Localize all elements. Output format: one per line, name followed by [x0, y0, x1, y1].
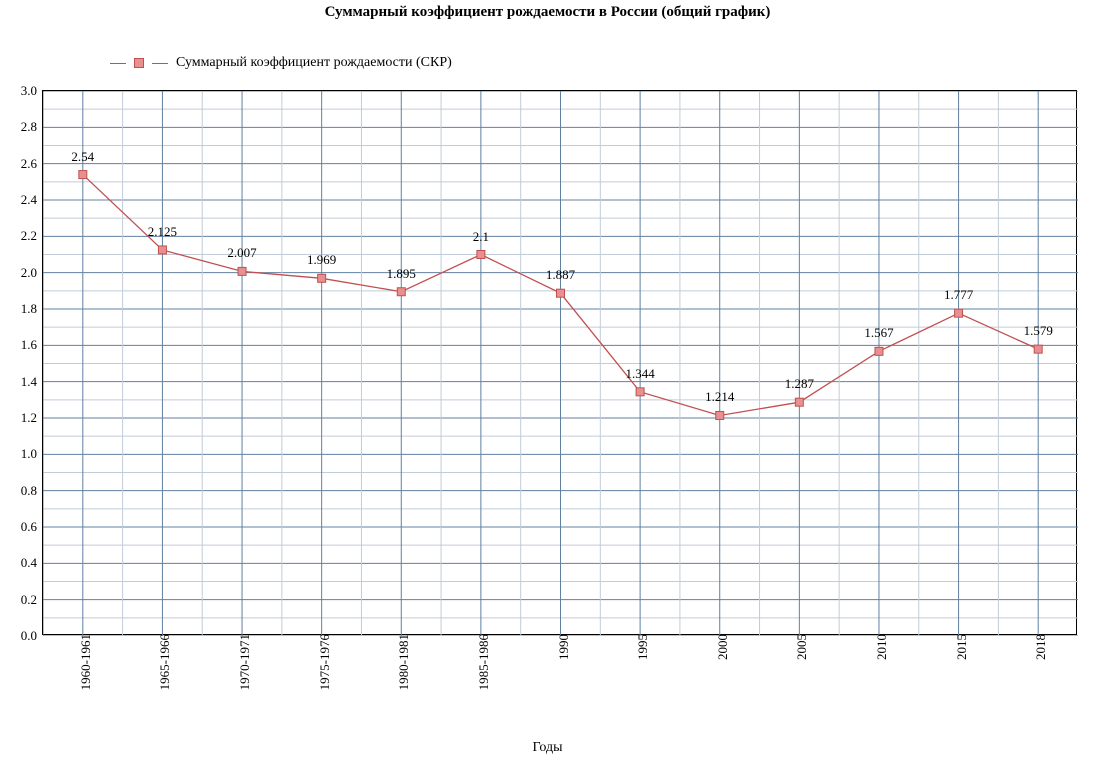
x-tick-label: 2000 [709, 634, 731, 660]
y-tick-label: 3.0 [21, 83, 43, 99]
data-label: 1.887 [546, 267, 575, 283]
x-axis-title: Годы [0, 740, 1095, 756]
x-tick-label: 2018 [1027, 634, 1049, 660]
y-tick-label: 1.0 [21, 446, 43, 462]
x-tick-label: 1975-1976 [311, 634, 333, 690]
y-tick-label: 1.2 [21, 410, 43, 426]
plot-svg [43, 91, 1078, 636]
data-label: 1.344 [625, 366, 654, 382]
y-tick-label: 2.0 [21, 265, 43, 281]
data-label: 2.125 [148, 224, 177, 240]
y-tick-label: 0.6 [21, 519, 43, 535]
x-tick-label: 1980-1981 [390, 634, 412, 690]
x-tick-label: 1965-1966 [151, 634, 173, 690]
x-tick-label: 1990 [550, 634, 572, 660]
x-tick-label: 2010 [868, 634, 890, 660]
legend-line [152, 63, 168, 64]
data-label: 2.54 [71, 149, 94, 165]
y-tick-label: 1.8 [21, 301, 43, 317]
data-label: 1.579 [1024, 323, 1053, 339]
y-tick-label: 0.4 [21, 555, 43, 571]
y-tick-label: 1.6 [21, 337, 43, 353]
y-tick-label: 2.8 [21, 119, 43, 135]
y-tick-label: 0.2 [21, 592, 43, 608]
chart-title: Суммарный коэффициент рождаемости в Росс… [0, 4, 1095, 21]
data-label: 1.969 [307, 252, 336, 268]
data-label: 2.007 [227, 245, 256, 261]
y-tick-label: 2.6 [21, 156, 43, 172]
chart-container: Суммарный коэффициент рождаемости в Росс… [0, 0, 1095, 772]
legend-marker [134, 58, 144, 68]
legend: Суммарный коэффициент рождаемости (СКР) [110, 55, 452, 71]
data-label: 1.287 [785, 376, 814, 392]
y-tick-label: 2.2 [21, 228, 43, 244]
x-tick-label: 2015 [948, 634, 970, 660]
y-tick-label: 0.0 [21, 628, 43, 644]
legend-line [110, 63, 126, 64]
plot-area: 0.00.20.40.60.81.01.21.41.61.82.02.22.42… [42, 90, 1077, 635]
x-tick-label: 1985-1986 [470, 634, 492, 690]
x-tick-label: 1960-1961 [72, 634, 94, 690]
y-tick-label: 1.4 [21, 374, 43, 390]
data-label: 1.777 [944, 287, 973, 303]
data-label: 1.214 [705, 389, 734, 405]
data-label: 1.567 [864, 325, 893, 341]
x-tick-label: 2005 [788, 634, 810, 660]
legend-label: Суммарный коэффициент рождаемости (СКР) [176, 55, 452, 71]
data-label: 1.895 [387, 266, 416, 282]
y-tick-label: 0.8 [21, 483, 43, 499]
y-tick-label: 2.4 [21, 192, 43, 208]
x-tick-label: 1995 [629, 634, 651, 660]
data-label: 2.1 [473, 229, 489, 245]
x-tick-label: 1970-1971 [231, 634, 253, 690]
